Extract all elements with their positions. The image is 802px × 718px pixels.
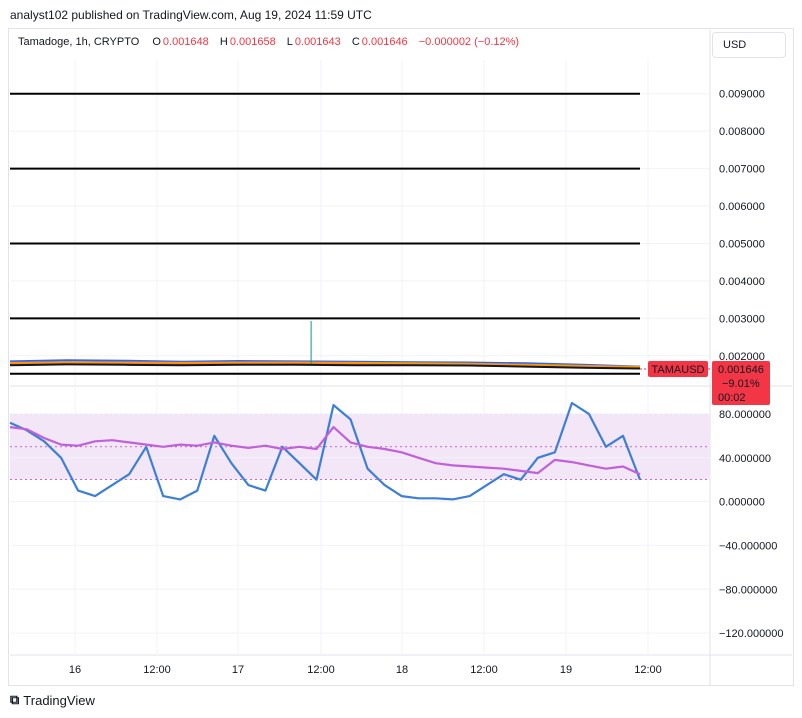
oscillator-tick-label: −80.000000 (719, 584, 777, 596)
price-tick-label: 0.007000 (719, 164, 765, 176)
price-tag-change: −9.01% (722, 378, 760, 390)
price-tick-label: 0.005000 (719, 238, 765, 250)
oscillator-tick-label: 80.000000 (719, 409, 771, 421)
open-value: 0.001648 (162, 36, 209, 48)
chart-frame (8, 28, 794, 686)
time-tick-label: 12:00 (143, 664, 171, 676)
time-tick-label: 19 (560, 664, 572, 676)
price-tick-label: 0.009000 (719, 89, 765, 101)
price-tag-value: 0.001646 (718, 364, 764, 376)
price-tick-label: 0.006000 (719, 201, 765, 213)
oscillator-series-line (9, 426, 641, 476)
oscillator-tick-label: −40.000000 (719, 540, 777, 552)
price-tick-label: 0.002000 (719, 351, 765, 363)
tradingview-logo-icon: ⧉ (10, 692, 20, 707)
publisher-line: analyst102 published on TradingView.com,… (10, 8, 372, 22)
tradingview-brand: TradingView (23, 692, 95, 708)
oscillator-tick-label: −120.000000 (719, 628, 784, 640)
high-label: H (219, 36, 228, 48)
price-series-line (9, 363, 641, 370)
low-label: L (286, 36, 293, 48)
currency-button[interactable]: USD (712, 32, 786, 58)
price-series-line (9, 361, 641, 368)
open-label: O (152, 36, 161, 48)
price-tag-countdown: 00:02 (718, 392, 746, 404)
symbol-tag-box (648, 361, 708, 378)
oscillator-series-line (9, 401, 642, 501)
close-label: C (351, 36, 360, 48)
time-tick-label: 18 (396, 664, 408, 676)
symbol-label: Tamadoge, 1h, CRYPTO (18, 36, 140, 48)
close-value: 0.001646 (361, 36, 408, 48)
time-tick-label: 12:00 (470, 664, 498, 676)
symbol-tag-label: TAMAUSD (652, 364, 705, 376)
low-value: 0.001643 (294, 36, 341, 48)
price-series-line (9, 359, 641, 368)
price-tick-label: 0.004000 (719, 276, 765, 288)
time-tick-label: 16 (69, 664, 81, 676)
price-tick-label: 0.008000 (719, 126, 765, 138)
price-tick-label: 0.003000 (719, 313, 765, 325)
time-tick-label: 12:00 (634, 664, 662, 676)
ohlc-legend: Tamadoge, 1h, CRYPTO O 0.001648 H 0.001658… (18, 36, 527, 48)
time-tick-label: 12:00 (307, 664, 335, 676)
price-tag-box (712, 361, 770, 406)
change-value: −0.000002 (−0.12%) (418, 36, 520, 48)
oscillator-tick-label: 0.000000 (719, 497, 765, 509)
tradingview-logo[interactable]: ⧉ TradingView (10, 692, 95, 708)
high-value: 0.001658 (229, 36, 276, 48)
oscillator-tick-label: 40.000000 (719, 453, 771, 465)
time-tick-label: 17 (232, 664, 244, 676)
